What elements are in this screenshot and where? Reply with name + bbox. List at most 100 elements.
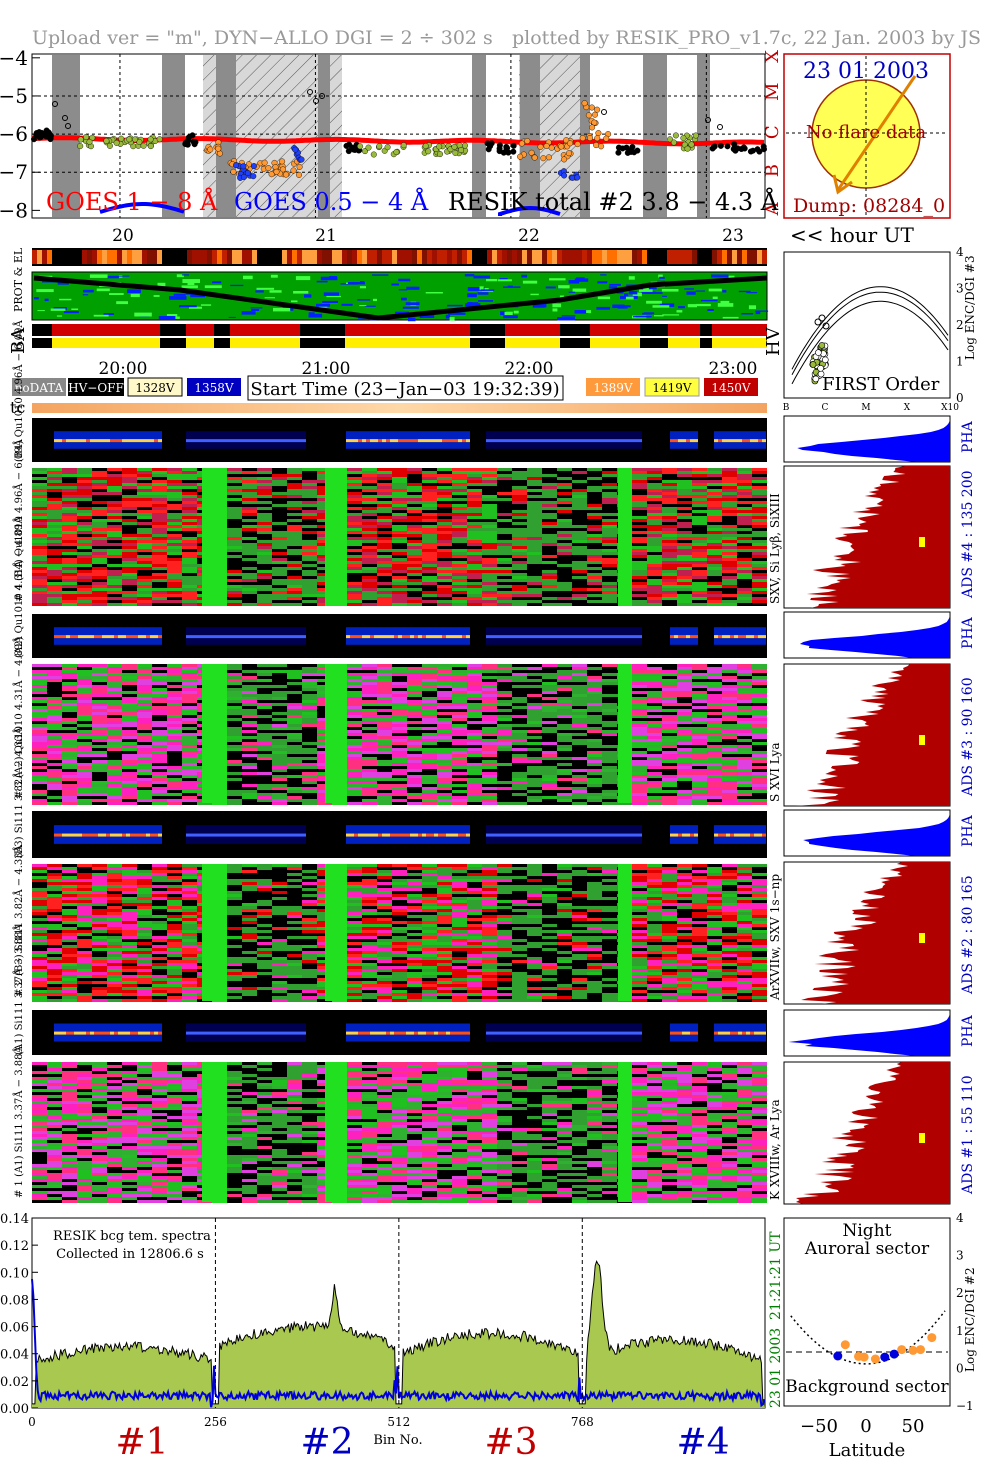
spectrogram-cell — [92, 706, 107, 709]
spectrogram-cell — [302, 664, 317, 667]
spectrogram-cell — [467, 504, 482, 507]
spectrogram-cell — [557, 468, 572, 471]
spectrogram-cell — [602, 576, 617, 579]
spectrogram-cell — [527, 709, 542, 712]
spectrogram-cell — [542, 688, 557, 691]
strip-count-cell — [292, 250, 297, 264]
spectrogram-cell — [287, 691, 302, 694]
spectrogram-cell — [257, 715, 272, 718]
strip-count-cell — [302, 250, 307, 264]
pha-line-cell — [54, 439, 58, 443]
spectrogram-cell — [647, 489, 662, 492]
spectrogram-cell — [557, 570, 572, 573]
spectrogram-cell — [272, 555, 287, 558]
resik-outlier — [319, 93, 325, 99]
pha-line-cell — [78, 439, 82, 443]
spectrogram-cell — [557, 510, 572, 513]
spectrogram-cell — [77, 709, 92, 712]
spectrogram-cell — [377, 727, 392, 730]
pha-line-cell — [194, 635, 198, 639]
spectrogram-cell — [587, 685, 602, 688]
strip-count-cell — [692, 250, 697, 264]
spectrogram-cell — [212, 694, 227, 697]
spectrogram-cell — [692, 489, 707, 492]
strip-count-cell — [177, 250, 182, 264]
spectrogram-cell — [707, 709, 722, 712]
spectrogram-cell — [47, 576, 62, 579]
strip-count-cell — [547, 250, 552, 264]
spectrogram-cell — [47, 603, 62, 606]
legend-1419-box — [644, 377, 700, 397]
spectrogram-cell — [407, 736, 422, 739]
spectrogram-cell — [227, 664, 242, 667]
spectrogram-cell — [92, 483, 107, 486]
spectrogram-cell — [692, 471, 707, 474]
spectrogram-cell — [647, 679, 662, 682]
prot-texture-mark — [755, 310, 769, 312]
spectrogram-cell — [257, 730, 272, 733]
spectrogram-cell — [662, 603, 677, 606]
spectrogram-cell — [527, 510, 542, 513]
spectrogram-cell — [362, 582, 377, 585]
spectrogram-cell — [107, 495, 122, 498]
spectrogram-cell — [302, 480, 317, 483]
strip-count-cell — [252, 250, 257, 264]
spectrogram-cell — [437, 670, 452, 673]
spectrogram-cell — [572, 486, 587, 489]
prot-texture-mark — [738, 290, 751, 293]
spectrogram-cell — [212, 492, 227, 495]
hv-curve-upper — [791, 286, 949, 370]
spectrogram-cell — [662, 688, 677, 691]
spectrogram-cell — [182, 597, 197, 600]
spectrogram-cell — [527, 585, 542, 588]
pha-line-cell — [358, 439, 362, 443]
spectrogram-cell — [347, 576, 362, 579]
spectrogram-cell — [497, 733, 512, 736]
spectrogram-cell — [242, 570, 257, 573]
spectrogram-cell — [497, 507, 512, 510]
pha-line-cell — [466, 439, 470, 443]
spectrogram-cell — [587, 570, 602, 573]
spectrogram-cell — [392, 576, 407, 579]
spectrogram-cell — [482, 546, 497, 549]
pha-line-cell — [346, 635, 350, 639]
prot-texture-mark — [255, 290, 264, 293]
spectrogram-cell — [602, 519, 617, 522]
spectrogram-cell — [632, 588, 647, 591]
spectrogram-cell — [62, 576, 77, 579]
spectrogram-cell — [407, 489, 422, 492]
spectrogram-cell — [497, 594, 512, 597]
spectrogram-cell — [707, 513, 722, 516]
spectrogram-cell — [92, 504, 107, 507]
spectrogram-cell — [182, 513, 197, 516]
prot-texture-mark — [359, 305, 367, 307]
spectrogram-cell — [377, 507, 392, 510]
hv-cell — [214, 338, 230, 348]
spectrogram-cell — [287, 739, 302, 742]
spectrogram-cell — [572, 489, 587, 492]
spectrogram-cell — [227, 670, 242, 673]
strip-count-cell — [202, 250, 207, 264]
spectrogram-cell — [512, 576, 527, 579]
spectrogram-cell — [152, 555, 167, 558]
pha-line-cell — [142, 635, 146, 639]
spectrogram-cell — [512, 679, 527, 682]
spectrogram-cell — [272, 567, 287, 570]
spectrogram-cell — [242, 567, 257, 570]
pha-line-cell — [382, 439, 386, 443]
spectrogram-cell — [257, 667, 272, 670]
spectrogram-cell — [377, 498, 392, 501]
spectrogram-cell — [437, 534, 452, 537]
spectrogram-cell — [182, 495, 197, 498]
pha-line-cell — [362, 635, 366, 639]
spectrogram-cell — [602, 724, 617, 727]
prot-texture-mark — [204, 285, 222, 289]
pha-line-cell — [234, 439, 238, 443]
spectrogram-cell — [662, 667, 677, 670]
spectrogram-cell — [707, 498, 722, 501]
spectrogram-cell — [107, 664, 122, 667]
strip-count-cell — [672, 250, 677, 264]
strip-count-cell — [662, 250, 667, 264]
pha-line-cell — [538, 439, 542, 443]
spectrogram-cell — [677, 522, 692, 525]
